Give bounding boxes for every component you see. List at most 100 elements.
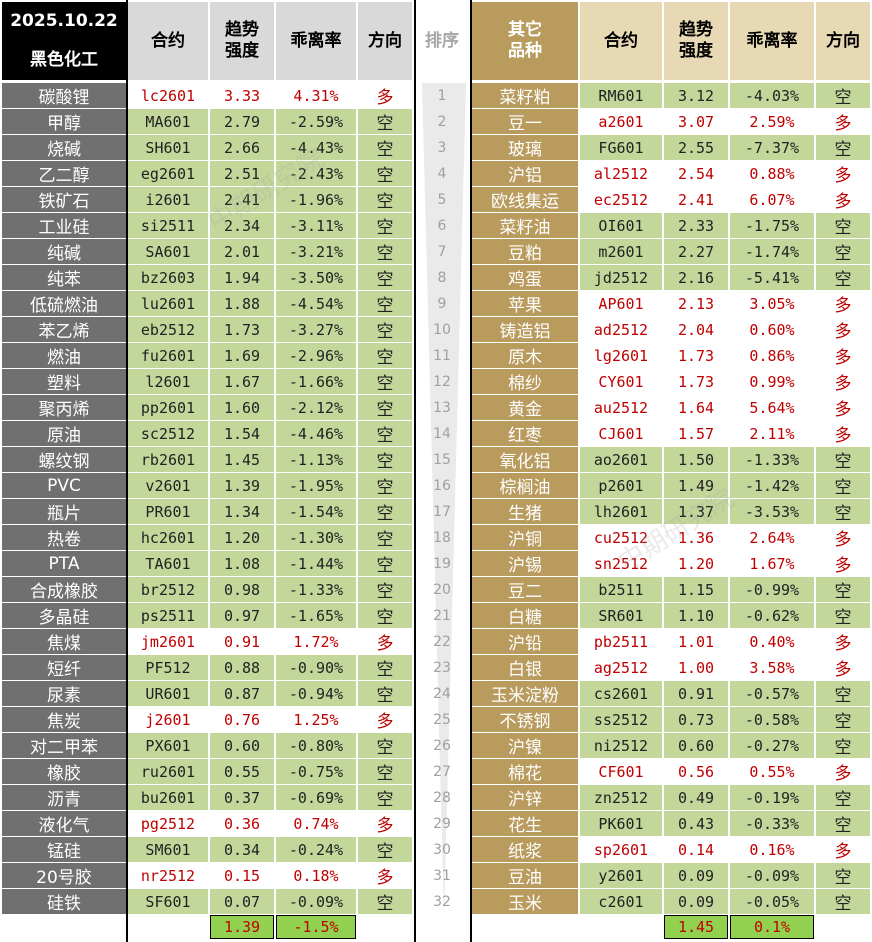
right-trend-cell: 0.14 xyxy=(664,837,728,862)
left-contract-cell: fu2601 xyxy=(128,343,208,368)
right-contract-cell: RM601 xyxy=(580,83,662,108)
right-direction-cell: 多 xyxy=(816,837,870,862)
right-direction-cell: 空 xyxy=(816,473,870,498)
left-trend-cell: 3.33 xyxy=(210,83,274,108)
left-deviation-cell: -3.11% xyxy=(276,213,356,238)
right-deviation-cell: -0.19% xyxy=(730,785,814,810)
right-variety-name: 鸡蛋 xyxy=(472,265,578,290)
left-direction-cell: 空 xyxy=(358,187,412,212)
right-trend-cell: 0.09 xyxy=(664,863,728,888)
right-contract-cell: ad2512 xyxy=(580,317,662,342)
right-contract-cell: m2601 xyxy=(580,239,662,264)
right-variety-name: 玻璃 xyxy=(472,135,578,160)
right-contract-cell: AP601 xyxy=(580,291,662,316)
left-group-title: 黑色化工 xyxy=(2,40,126,80)
right-direction-cell: 空 xyxy=(816,811,870,836)
right-variety-name: 玉米淀粉 xyxy=(472,681,578,706)
rank-number: 13 xyxy=(433,399,451,416)
right-deviation-cell: -0.57% xyxy=(730,681,814,706)
right-trend-cell: 2.13 xyxy=(664,291,728,316)
right-trend-cell: 0.91 xyxy=(664,681,728,706)
right-direction-cell: 多 xyxy=(816,109,870,134)
rank-number: 30 xyxy=(433,841,451,858)
right-contract-cell: b2511 xyxy=(580,577,662,602)
right-contract-cell: sn2512 xyxy=(580,551,662,576)
rank-gradient-shape xyxy=(422,83,466,917)
right-contract-cell: pb2511 xyxy=(580,629,662,654)
left-variety-name: 烧碱 xyxy=(2,135,126,160)
right-variety-name: 氧化铝 xyxy=(472,447,578,472)
left-trend-cell: 2.79 xyxy=(210,109,274,134)
date-label: 2025.10.22 xyxy=(2,2,126,40)
rank-number: 4 xyxy=(437,165,447,182)
rank-number: 2 xyxy=(437,113,447,130)
left-contract-cell: l2601 xyxy=(128,369,208,394)
left-direction-cell: 空 xyxy=(358,369,412,394)
left-direction-cell: 空 xyxy=(358,135,412,160)
right-direction-cell: 空 xyxy=(816,239,870,264)
right-direction-cell: 多 xyxy=(816,187,870,212)
left-trend-cell: 1.73 xyxy=(210,317,274,342)
right-col-trend: 趋势强度 xyxy=(664,2,728,80)
left-deviation-cell: -1.65% xyxy=(276,603,356,628)
rank-number: 20 xyxy=(433,581,451,598)
left-contract-cell: UR601 xyxy=(128,681,208,706)
left-trend-cell: 0.98 xyxy=(210,577,274,602)
left-direction-cell: 多 xyxy=(358,83,412,108)
rank-number: 23 xyxy=(433,659,451,676)
right-direction-cell: 空 xyxy=(816,707,870,732)
left-contract-cell: lc2601 xyxy=(128,83,208,108)
left-direction-cell: 空 xyxy=(358,291,412,316)
right-contract-cell: SR601 xyxy=(580,603,662,628)
left-direction-cell: 空 xyxy=(358,577,412,602)
right-trend-cell: 2.41 xyxy=(664,187,728,212)
left-trend-cell: 0.97 xyxy=(210,603,274,628)
left-deviation-cell: 0.18% xyxy=(276,863,356,888)
right-deviation-cell: 0.88% xyxy=(730,161,814,186)
left-deviation-cell: -0.09% xyxy=(276,889,356,914)
left-deviation-cell: -4.54% xyxy=(276,291,356,316)
rank-number: 7 xyxy=(437,243,447,260)
left-trend-cell: 2.34 xyxy=(210,213,274,238)
left-variety-name: 20号胶 xyxy=(2,863,126,888)
right-direction-cell: 多 xyxy=(816,655,870,680)
left-trend-cell: 2.01 xyxy=(210,239,274,264)
left-contract-cell: PF512 xyxy=(128,655,208,680)
rank-number: 26 xyxy=(433,737,451,754)
left-contract-cell: PR601 xyxy=(128,499,208,524)
left-trend-cell: 1.88 xyxy=(210,291,274,316)
left-direction-cell: 空 xyxy=(358,759,412,784)
left-trend-cell: 1.60 xyxy=(210,395,274,420)
left-direction-cell: 空 xyxy=(358,525,412,550)
right-variety-name: 生猪 xyxy=(472,499,578,524)
left-variety-name: 铁矿石 xyxy=(2,187,126,212)
right-contract-cell: cs2601 xyxy=(580,681,662,706)
right-trend-cell: 2.27 xyxy=(664,239,728,264)
right-trend-cell: 1.00 xyxy=(664,655,728,680)
left-direction-cell: 空 xyxy=(358,161,412,186)
left-avg-deviation: -1.5% xyxy=(276,915,356,939)
right-contract-cell: sp2601 xyxy=(580,837,662,862)
right-direction-cell: 空 xyxy=(816,785,870,810)
left-variety-name: 低硫燃油 xyxy=(2,291,126,316)
left-contract-cell: ru2601 xyxy=(128,759,208,784)
left-trend-cell: 1.67 xyxy=(210,369,274,394)
rank-number: 25 xyxy=(433,711,451,728)
right-direction-cell: 空 xyxy=(816,83,870,108)
right-direction-cell: 空 xyxy=(816,863,870,888)
right-deviation-cell: -0.09% xyxy=(730,863,814,888)
right-variety-name: 黄金 xyxy=(472,395,578,420)
right-variety-name: 沪镍 xyxy=(472,733,578,758)
left-deviation-cell: 4.31% xyxy=(276,83,356,108)
left-deviation-cell: 1.72% xyxy=(276,629,356,654)
right-trend-cell: 2.55 xyxy=(664,135,728,160)
left-variety-name: 对二甲苯 xyxy=(2,733,126,758)
column-divider xyxy=(126,0,128,942)
left-deviation-cell: -2.12% xyxy=(276,395,356,420)
right-direction-cell: 多 xyxy=(816,291,870,316)
left-variety-name: 合成橡胶 xyxy=(2,577,126,602)
right-trend-cell: 1.36 xyxy=(664,525,728,550)
left-variety-name: 尿素 xyxy=(2,681,126,706)
left-variety-name: 锰硅 xyxy=(2,837,126,862)
